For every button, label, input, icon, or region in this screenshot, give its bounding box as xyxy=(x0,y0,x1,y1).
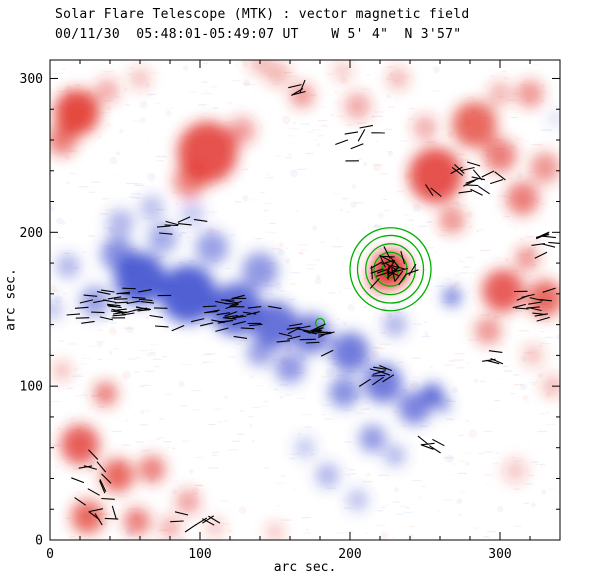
axes-box xyxy=(49,59,561,541)
x-axis-label: arc sec. xyxy=(273,560,337,575)
svg-text:200: 200 xyxy=(20,226,43,241)
svg-text:0: 0 xyxy=(35,534,43,549)
svg-text:200: 200 xyxy=(338,547,361,562)
tick-labels: 0 100 200 300 0 100 200 300 xyxy=(20,72,512,562)
magnetogram-layers xyxy=(50,60,560,540)
chart-subtitle: 00/11/30 05:48:01-05:49:07 UT W 5' 4" N … xyxy=(55,27,462,42)
y-axis-label: arc sec. xyxy=(3,268,19,331)
svg-text:0: 0 xyxy=(46,547,54,562)
svg-text:100: 100 xyxy=(20,380,43,395)
chart-title: Solar Flare Telescope (MTK) : vector mag… xyxy=(55,7,470,22)
svg-text:100: 100 xyxy=(188,547,211,562)
svg-text:300: 300 xyxy=(488,547,511,562)
svg-text:300: 300 xyxy=(20,72,43,87)
